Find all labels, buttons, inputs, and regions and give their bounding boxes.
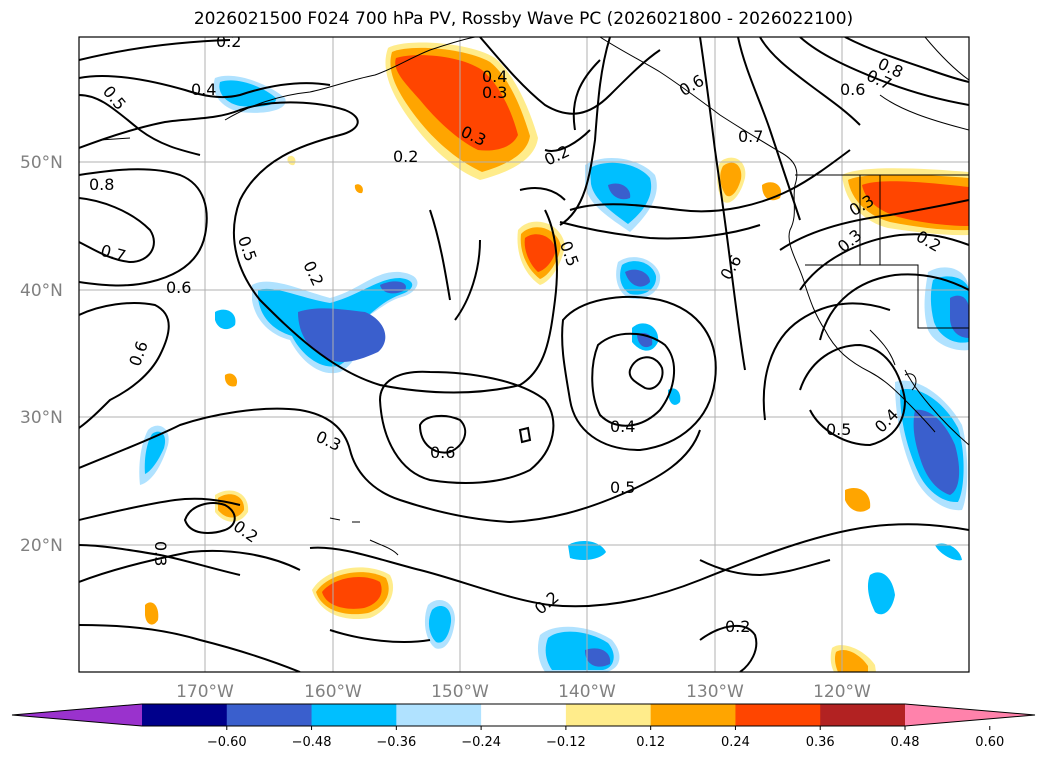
- pv-contours: [79, 37, 969, 672]
- colorbar-segment: [226, 704, 313, 726]
- colorbar-tick-label: −0.60: [207, 735, 247, 750]
- contour-label: 0.5: [610, 478, 635, 497]
- colorbar-segment: [481, 704, 567, 726]
- lon-label: 120°W: [813, 682, 871, 702]
- colorbar-tick-label: −0.36: [376, 735, 416, 750]
- colorbar-segment: [396, 704, 482, 726]
- colorbar-segment: [650, 704, 736, 726]
- contour-label: 0.2: [725, 617, 750, 636]
- latitude-labels: 50°N 40°N 30°N 20°N: [20, 153, 63, 556]
- colorbar-segment: [311, 704, 397, 726]
- contour-label: 0.2: [393, 147, 418, 166]
- colorbar: [11, 703, 1036, 727]
- lat-label: 20°N: [20, 536, 63, 556]
- coastlines: [99, 37, 969, 556]
- colorbar-tick-label: −0.48: [292, 735, 332, 750]
- colorbar-extension-low: [12, 704, 142, 726]
- contour-label: 0.3: [482, 83, 507, 102]
- colorbar-tick-label: −0.12: [546, 735, 586, 750]
- colorbar-tick-label: −0.24: [461, 735, 501, 750]
- colorbar-tick-label: 0.48: [891, 735, 920, 750]
- longitude-labels: 170°W 160°W 150°W 140°W 130°W 120°W: [176, 682, 871, 702]
- contour-label: 0.6: [166, 278, 191, 297]
- contour-label: 0.5: [826, 420, 851, 439]
- contour-label: 0.2: [216, 32, 241, 51]
- map-area: 0.2 0.4 0.5 0.8 0.7 0.6 0.5 0.2 0.6 0.3 …: [79, 32, 969, 672]
- colorbar-tick-label: 0.36: [806, 735, 835, 750]
- contour-label: 0.8: [89, 175, 114, 194]
- lon-label: 150°W: [431, 682, 489, 702]
- colorbar-segment: [735, 704, 821, 726]
- colorbar-segment: [565, 704, 652, 726]
- lat-label: 30°N: [20, 408, 63, 428]
- lon-label: 170°W: [176, 682, 234, 702]
- colorbar-tick-label: 0.60: [975, 735, 1004, 750]
- contour-label: 0.6: [840, 80, 865, 99]
- lon-label: 160°W: [304, 682, 362, 702]
- contour-label: 0.4: [610, 417, 635, 436]
- colorbar-segment: [820, 704, 906, 726]
- contour-label: 0.3: [151, 541, 170, 566]
- contour-labels: 0.2 0.4 0.5 0.8 0.7 0.6 0.5 0.2 0.6 0.3 …: [89, 32, 944, 636]
- contour-label: 0.4: [482, 67, 507, 86]
- lat-label: 40°N: [20, 281, 63, 301]
- figure-title: 2026021500 F024 700 hPa PV, Rossby Wave …: [193, 9, 854, 29]
- colorbar-ticks: −0.60 −0.48 −0.36 −0.24 −0.12 0.12 0.24 0.36 0.4…: [207, 726, 1004, 750]
- lon-label: 140°W: [558, 682, 616, 702]
- contour-label: 0.6: [430, 443, 455, 462]
- map-frame: [78, 36, 970, 673]
- contour-label: 0.4: [191, 80, 216, 99]
- colorbar-segment: [142, 704, 228, 726]
- colorbar-extension-high: [905, 704, 1035, 726]
- colorbar-tick-label: 0.24: [721, 735, 750, 750]
- lat-label: 50°N: [20, 153, 63, 173]
- contour-label: 0.7: [738, 127, 763, 146]
- lon-label: 130°W: [686, 682, 744, 702]
- colorbar-outline: [11, 703, 1036, 727]
- positive-anomaly-shading: [145, 42, 969, 672]
- colorbar-tick-label: 0.12: [636, 735, 665, 750]
